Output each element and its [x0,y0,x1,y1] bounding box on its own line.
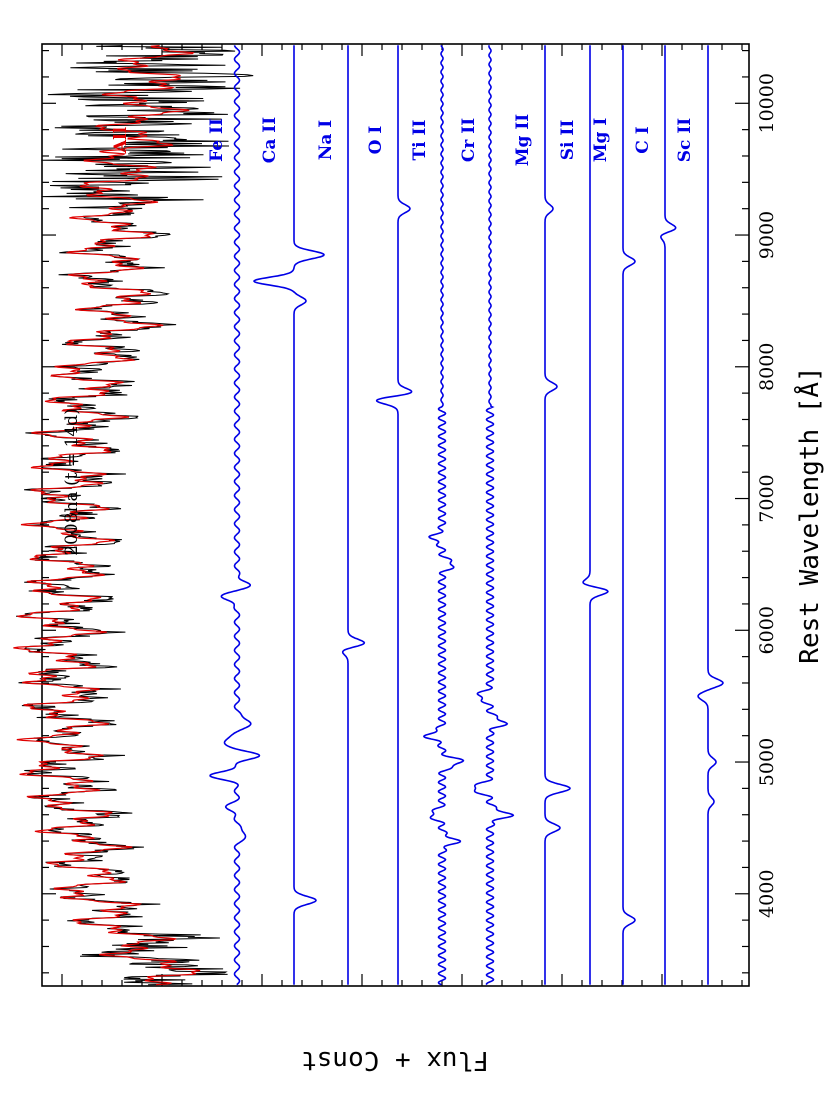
series-label-all: All [111,126,131,154]
x-tick-label: 5000 [756,738,778,786]
series-label: Sc II [675,118,695,162]
series-line-na-i [341,45,366,985]
series-line-sc-ii [697,45,724,985]
x-tick-label: 6000 [756,606,778,654]
series-line-o-i [375,45,413,985]
series-labels: Fe II Ca II Na I O I Ti II Cr II Mg II Si II Mg … [111,114,695,167]
series-label: Ca II [260,117,280,163]
series-line-model [13,45,201,986]
series-label: Fe II [207,118,227,162]
plot-frame [41,43,750,987]
x-tick-label: 8000 [756,343,778,391]
series-line-ca-ii [252,45,325,985]
x-tick-label: 9000 [756,211,778,259]
x-tick-label: 7000 [756,474,778,522]
series-label: Na I [316,120,336,160]
series-line-ti-ii [422,44,465,986]
series-line-mg-i [622,45,636,985]
series-line-si-ii [582,45,609,985]
x-tick-labels: 4000 5000 6000 7000 8000 9000 10000 [756,73,778,918]
series-layer [13,44,724,986]
series-line-fe-ii [209,45,261,986]
series-line-c-i [660,45,677,985]
chart-title: 2008ha (t = 14d) [62,408,82,555]
x-axis-label: Rest Wavelength [Å] [793,366,825,663]
series-label: Mg II [513,114,533,167]
series-label: Mg I [591,118,611,163]
series-line-mg-ii [544,45,571,985]
axis-ticks [42,44,749,986]
series-label: Si II [558,120,578,161]
x-tick-label: 10000 [756,73,778,133]
series-label: O I [366,126,386,155]
series-label: Ti II [410,119,430,160]
series-line-observed [16,45,254,986]
x-tick-label: 4000 [756,870,778,918]
series-line-cr-ii [473,45,515,986]
series-label: C I [633,126,653,153]
y-axis-label: Flux + Const [301,1045,489,1075]
series-label: Cr II [459,118,479,162]
